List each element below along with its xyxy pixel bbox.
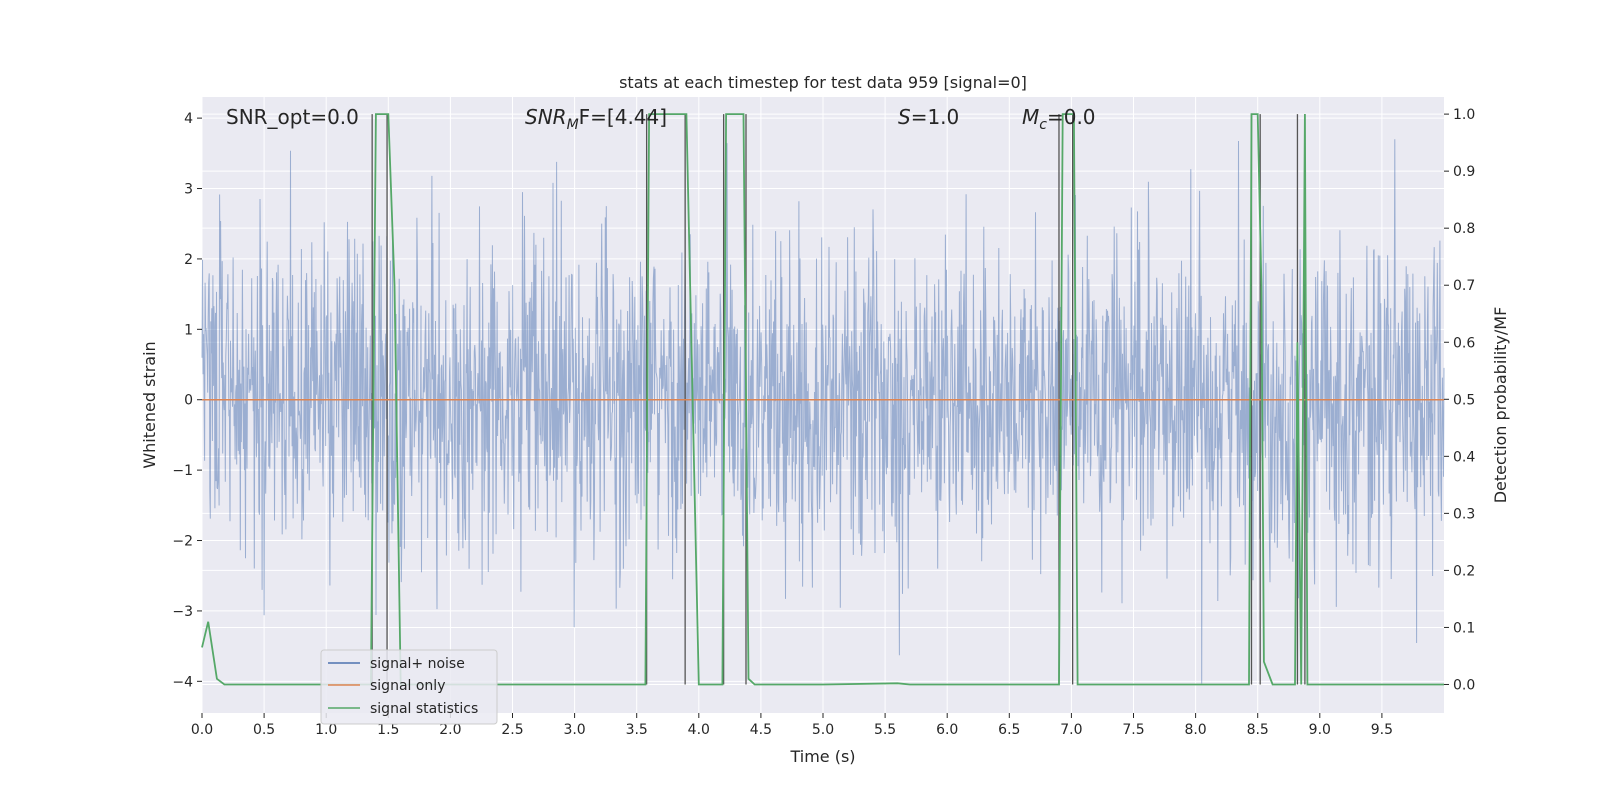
- axes: 0.0 0.5 1.0 1.5 2.0 2.5 3.0 3.5 4.0 4.5 5.0 5.5 6.0 6…: [172, 107, 1475, 738]
- x-tick-label: 4.0: [688, 722, 710, 738]
- annotation-snr-mf: SNRMF=[4.44]: [525, 105, 667, 133]
- annotation-s-rest: =1.0: [911, 105, 960, 129]
- legend-label-signal-statistics: signal statistics: [370, 701, 478, 717]
- legend-label-signal-only: signal only: [370, 678, 445, 694]
- y2-tick-label: 1.0: [1453, 107, 1475, 123]
- annotation-snr-opt: SNR_opt=0.0: [226, 105, 359, 129]
- x-tick-label: 4.5: [750, 722, 772, 738]
- series-signal-noise: [201, 139, 1445, 684]
- annotation-s: S=1.0: [898, 105, 959, 129]
- x-tick-label: 7.5: [1122, 722, 1144, 738]
- x-tick-label: 3.0: [563, 722, 585, 738]
- y-tick-label: −4: [172, 674, 193, 690]
- y-tick-label: 0: [184, 393, 193, 409]
- annotation-snr-mf-sub: M: [567, 117, 579, 133]
- y2-axis-label: Detection probability/MF: [1491, 307, 1510, 504]
- y-tick-label: −2: [172, 534, 193, 550]
- x-tick-label: 5.0: [812, 722, 834, 738]
- y-axis-label: Whitened strain: [140, 341, 159, 468]
- x-tick-label: 0.0: [191, 722, 213, 738]
- x-tick-label: 1.0: [315, 722, 337, 738]
- y-tick-label: 2: [184, 252, 193, 268]
- x-tick-label: 3.5: [626, 722, 648, 738]
- x-tick-label: 6.0: [936, 722, 958, 738]
- x-tick-label: 1.5: [377, 722, 399, 738]
- series-signal-statistics: [201, 113, 1444, 686]
- noise-trace: [201, 139, 1445, 684]
- y2-tick-label: 0.8: [1453, 221, 1475, 237]
- y2-tick-label: 0.6: [1453, 335, 1475, 351]
- y2-tick-label: 0.5: [1453, 392, 1475, 408]
- signal-statistics-line: [201, 113, 1444, 686]
- x-tick-label: 7.0: [1060, 722, 1082, 738]
- x-tick-label: 6.5: [998, 722, 1020, 738]
- x-tick-label: 2.5: [501, 722, 523, 738]
- y-tick-label: 3: [184, 182, 193, 198]
- annotation-mc-main: M: [1022, 105, 1039, 129]
- y-tick-label: 4: [184, 111, 193, 127]
- y2-tick-label: 0.0: [1453, 677, 1475, 693]
- y2-tick-label: 0.2: [1453, 563, 1475, 579]
- legend: signal+ noise signal only signal statist…: [320, 649, 498, 725]
- x-tick-label: 5.5: [874, 722, 896, 738]
- y2-tick-label: 0.3: [1453, 506, 1475, 522]
- x-tick-label: 9.5: [1371, 722, 1393, 738]
- y-tick-label: 1: [184, 322, 193, 338]
- y-tick-label: −3: [172, 604, 193, 620]
- y2-tick-label: 0.9: [1453, 164, 1475, 180]
- annotation-snr-mf-main: SNR: [525, 105, 567, 129]
- legend-label-signal-noise: signal+ noise: [370, 656, 465, 672]
- x-tick-label: 9.0: [1309, 722, 1331, 738]
- annotation-mc-rest: =0.0: [1047, 105, 1096, 129]
- x-axis-label: Time (s): [789, 747, 855, 766]
- y-tick-label: −1: [172, 463, 193, 479]
- annotation-mc-sub: c: [1039, 117, 1047, 133]
- x-tick-label: 8.0: [1184, 722, 1206, 738]
- legend-box: [320, 649, 498, 725]
- x-tick-label: 0.5: [253, 722, 275, 738]
- annotation-s-italic: S: [898, 105, 911, 129]
- annotation-snr-mf-rest: F=[4.44]: [579, 105, 667, 129]
- y2-tick-label: 0.1: [1453, 620, 1475, 636]
- y2-tick-label: 0.4: [1453, 449, 1475, 465]
- annotation-mc: Mc=0.0: [1022, 105, 1096, 133]
- y2-tick-label: 0.7: [1453, 278, 1475, 294]
- x-tick-label: 2.0: [439, 722, 461, 738]
- x-tick-label: 8.5: [1247, 722, 1269, 738]
- chart-title: stats at each timestep for test data 959…: [619, 73, 1027, 92]
